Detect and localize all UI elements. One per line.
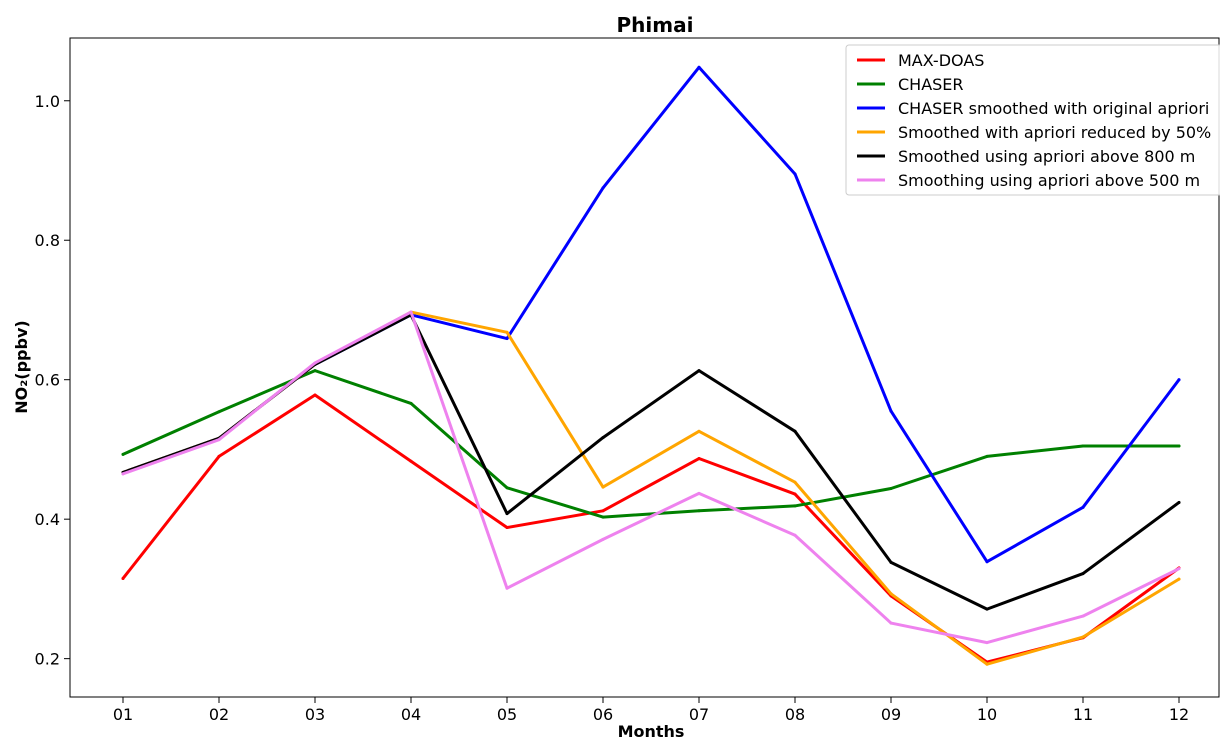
data-point-chaser: [1081, 444, 1085, 448]
data-point-chaser-smoothed-with-original-apriori: [793, 172, 797, 176]
data-point-smoothed-with-apriori-reduced-by-50: [1177, 577, 1181, 581]
data-point-smoothed-using-apriori-above-800-m: [601, 436, 605, 440]
x-tick-label: 12: [1169, 705, 1189, 724]
data-point-smoothed-with-apriori-reduced-by-50: [505, 330, 509, 334]
x-tick-label: 04: [401, 705, 421, 724]
data-point-chaser: [217, 410, 221, 414]
plot-frame: [69, 37, 1220, 698]
data-point-smoothed-using-apriori-above-800-m: [985, 607, 989, 611]
y-tick-label: 1.0: [35, 92, 60, 111]
data-point-smoothing-using-apriori-above-500-m: [505, 586, 509, 590]
data-point-max-doas: [409, 459, 413, 463]
chart-title: Phimai: [617, 13, 694, 37]
data-point-smoothing-using-apriori-above-500-m: [793, 533, 797, 537]
data-point-chaser: [409, 401, 413, 405]
data-point-smoothing-using-apriori-above-500-m: [1081, 614, 1085, 618]
data-point-chaser: [505, 486, 509, 490]
series-line-smoothed-with-apriori-reduced-by-50: [121, 310, 1181, 666]
y-tick-label: 0.8: [35, 231, 60, 250]
data-point-max-doas: [601, 509, 605, 513]
legend: MAX-DOAS CHASER CHASER smoothed with origi…: [845, 44, 1220, 196]
legend-box: [845, 44, 1220, 196]
data-point-smoothing-using-apriori-above-500-m: [409, 310, 413, 314]
x-tick-label: 08: [785, 705, 805, 724]
y-tick-label: 0.2: [35, 650, 60, 669]
y-tick-label: 0.4: [35, 510, 60, 529]
data-point-chaser: [793, 504, 797, 508]
data-point-chaser: [121, 452, 125, 456]
data-point-chaser-smoothed-with-original-apriori: [601, 186, 605, 190]
x-tick-label: 07: [689, 705, 709, 724]
data-point-smoothed-with-apriori-reduced-by-50: [889, 592, 893, 596]
data-point-smoothed-using-apriori-above-800-m: [1081, 572, 1085, 576]
x-tick-label: 05: [497, 705, 517, 724]
data-point-chaser: [601, 515, 605, 519]
y-axis-label: NO₂(ppbv): [12, 320, 31, 413]
series-line-chaser: [121, 369, 1181, 519]
series-line-smoothing-using-apriori-above-500-m: [121, 310, 1181, 645]
data-point-smoothed-with-apriori-reduced-by-50: [985, 662, 989, 666]
legend-entry: MAX-DOAS: [898, 51, 984, 70]
legend-entry: Smoothed with apriori reduced by 50%: [898, 123, 1211, 142]
data-point-max-doas: [217, 454, 221, 458]
data-point-chaser-smoothed-with-original-apriori: [697, 65, 701, 69]
x-tick-label: 01: [113, 705, 133, 724]
data-point-chaser: [985, 454, 989, 458]
series-line-max-doas: [121, 393, 1181, 664]
x-tick-label: 09: [881, 705, 901, 724]
data-point-smoothed-with-apriori-reduced-by-50: [697, 429, 701, 433]
data-point-chaser: [697, 509, 701, 513]
data-point-smoothing-using-apriori-above-500-m: [313, 361, 317, 365]
data-point-smoothing-using-apriori-above-500-m: [217, 438, 221, 442]
y-tick-label: 0.6: [35, 371, 60, 390]
legend-entry: CHASER: [898, 75, 964, 94]
x-tick-label: 06: [593, 705, 613, 724]
data-point-chaser-smoothed-with-original-apriori: [985, 560, 989, 564]
data-point-chaser: [313, 369, 317, 373]
data-point-max-doas: [505, 526, 509, 530]
data-point-chaser-smoothed-with-original-apriori: [1177, 378, 1181, 382]
data-point-smoothing-using-apriori-above-500-m: [889, 621, 893, 625]
data-point-max-doas: [793, 492, 797, 496]
data-point-max-doas: [697, 457, 701, 461]
legend-entry: CHASER smoothed with original apriori: [898, 99, 1209, 118]
x-tick-label: 11: [1073, 705, 1093, 724]
data-point-max-doas: [121, 576, 125, 580]
data-point-chaser: [889, 486, 893, 490]
data-point-smoothing-using-apriori-above-500-m: [121, 472, 125, 476]
x-axis-label: Months: [618, 722, 685, 739]
data-point-smoothed-using-apriori-above-800-m: [697, 369, 701, 373]
x-tick-label: 03: [305, 705, 325, 724]
data-point-smoothing-using-apriori-above-500-m: [601, 537, 605, 541]
data-point-smoothed-with-apriori-reduced-by-50: [601, 485, 605, 489]
data-point-smoothing-using-apriori-above-500-m: [697, 491, 701, 495]
series-line-smoothed-using-apriori-above-800-m: [121, 313, 1181, 611]
data-point-smoothed-using-apriori-above-800-m: [505, 512, 509, 516]
data-point-smoothed-with-apriori-reduced-by-50: [793, 480, 797, 484]
legend-entry: Smoothed using apriori above 800 m: [898, 147, 1195, 166]
data-point-chaser: [1177, 444, 1181, 448]
data-point-smoothing-using-apriori-above-500-m: [985, 641, 989, 645]
data-point-chaser-smoothed-with-original-apriori: [889, 409, 893, 413]
data-point-smoothed-using-apriori-above-800-m: [1177, 500, 1181, 504]
data-point-chaser-smoothed-with-original-apriori: [1081, 505, 1085, 509]
data-point-smoothed-with-apriori-reduced-by-50: [1081, 635, 1085, 639]
x-tick-label: 02: [209, 705, 229, 724]
legend-entry: Smoothing using apriori above 500 m: [898, 171, 1200, 190]
data-point-smoothed-using-apriori-above-800-m: [889, 560, 893, 564]
x-tick-label: 10: [977, 705, 997, 724]
data-point-smoothed-using-apriori-above-800-m: [793, 429, 797, 433]
data-point-max-doas: [313, 393, 317, 397]
data-point-smoothing-using-apriori-above-500-m: [1177, 567, 1181, 571]
plot-area: 01 02 03 04 05 06 07 08 09 10 11 12 0.2 0.4 0.6 0.8 1.0 M…: [35, 37, 1220, 724]
data-point-chaser-smoothed-with-original-apriori: [505, 337, 509, 341]
